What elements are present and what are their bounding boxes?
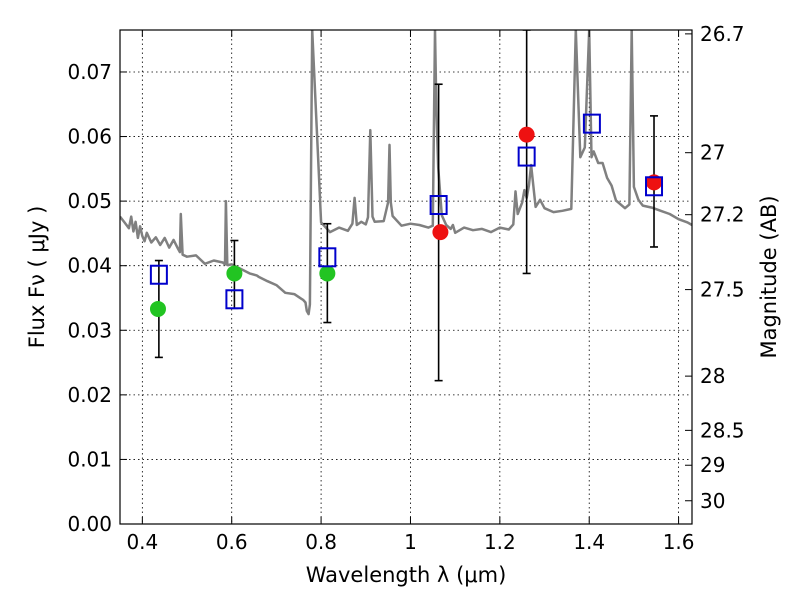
y-tick-label: 0.02: [67, 383, 112, 407]
mag-tick-label: 30: [700, 489, 725, 513]
y-tick-label: 0.07: [67, 60, 112, 84]
model-flux-square: [149, 264, 168, 285]
y-tick-label: 0.03: [67, 318, 112, 342]
y-tick-label: 0.04: [67, 254, 112, 278]
photometry-point: [149, 300, 166, 317]
model-flux-square: [429, 194, 448, 215]
x-axis-label: Wavelength λ (μm): [306, 563, 507, 587]
magnitude-axis-label: Magnitude (AB): [757, 195, 781, 358]
x-tick-label: 1.2: [484, 530, 516, 554]
photometry-point: [432, 224, 449, 241]
model-flux-square: [225, 289, 244, 310]
y-tick-label: 0.01: [67, 447, 112, 471]
photometry-point: [319, 265, 336, 282]
model-flux-square: [582, 113, 601, 134]
plot-area: [120, 30, 692, 382]
x-tick-label: 1: [404, 530, 417, 554]
mag-tick-label: 28.5: [700, 418, 745, 442]
mag-tick-label: 27.5: [700, 278, 745, 302]
mag-tick-label: 27: [700, 141, 725, 165]
photometry-point: [518, 126, 535, 143]
y-tick-label: 0.06: [67, 125, 112, 149]
model-flux-square: [517, 146, 536, 167]
plot-frame: [119, 29, 693, 525]
x-tick-label: 0.8: [305, 530, 337, 554]
y-tick-label: 0.05: [67, 189, 112, 213]
x-tick-label: 1.6: [663, 530, 695, 554]
y-axis-label: Flux Fν ( μJy ): [25, 206, 49, 349]
photometry-point: [226, 265, 243, 282]
y-tick-label: 0.00: [67, 512, 112, 536]
x-tick-label: 1.4: [573, 530, 605, 554]
mag-tick-label: 29: [700, 453, 725, 477]
mag-tick-label: 28: [700, 364, 725, 388]
model-flux-square: [318, 247, 337, 268]
x-tick-label: 0.4: [126, 530, 158, 554]
grid-lines: [120, 30, 692, 524]
x-tick-label: 0.6: [216, 530, 248, 554]
mag-tick-label: 27.2: [700, 203, 745, 227]
mag-tick-label: 26.7: [700, 22, 745, 46]
model-flux-square: [645, 176, 664, 197]
axes: 0.4 0.6 0.8 1 1.2 1.4 1.6 0.00 0.01 0.02 0.03 0.04 0…: [67, 22, 744, 554]
model-spectrum-line: [120, 30, 692, 316]
